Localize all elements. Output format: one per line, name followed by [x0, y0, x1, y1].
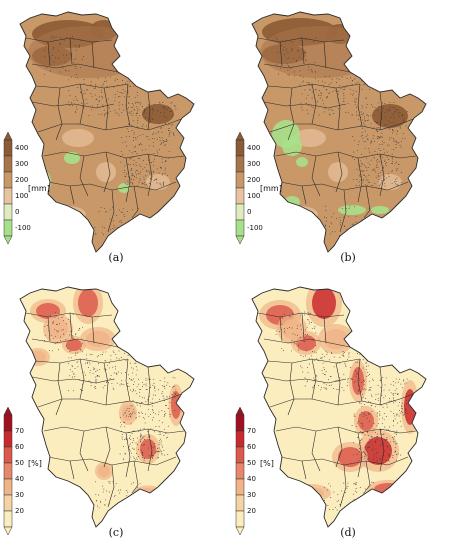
colorbar-tick-label: 100 [247, 192, 261, 200]
map-panel-d: (d) 70 60 50 40 30 20 [%] [232, 275, 464, 550]
panel-caption-c: (c) [108, 526, 124, 539]
colorbar-tick-label: 40 [247, 475, 256, 483]
colorbar-tick-label: 300 [247, 160, 261, 168]
colorbar-tick-label: 200 [247, 176, 261, 184]
map-fill [252, 12, 426, 252]
district-borders [257, 37, 417, 233]
colorbar-unit-label: [%] [28, 459, 42, 468]
colorbar-tick-label: 30 [247, 491, 256, 499]
district-borders [25, 312, 185, 508]
serbia-precipitation-map-a [3, 11, 195, 253]
colorbar-tick-label: 200 [15, 176, 29, 184]
map-panel-b: (b) 400 300 200 100 0 -100 [mm] [232, 0, 464, 275]
significance-stipple [43, 35, 177, 236]
colorbar-tick-label: 50 [247, 459, 256, 467]
colorbar-tick-label: 0 [247, 208, 252, 216]
colorbar [3, 131, 13, 245]
colorbar-tick-label: 40 [15, 475, 24, 483]
panel-caption-d: (d) [340, 526, 356, 539]
country-outline [19, 286, 195, 528]
map-fill [252, 287, 426, 527]
colorbar [235, 131, 245, 245]
colorbar-tick-label: 400 [247, 144, 261, 152]
panel-caption-b: (b) [340, 251, 356, 264]
colorbar-tick-label: 60 [247, 443, 256, 451]
country-outline [19, 11, 195, 253]
colorbar-tick-label: 400 [15, 144, 29, 152]
map-panel-c: (c) 70 60 50 40 30 20 [%] [0, 275, 232, 550]
colorbar-unit-label: [mm] [260, 184, 282, 193]
map-panel-a: (a) 400 300 200 100 0 -100 [mm] [0, 0, 232, 275]
district-borders [257, 312, 417, 508]
panel-caption-a: (a) [108, 251, 124, 264]
colorbar-unit-label: [mm] [28, 184, 50, 193]
country-outline [251, 11, 427, 253]
colorbar-tick-label: 300 [15, 160, 29, 168]
map-fill [20, 12, 194, 252]
serbia-percent-map-d [235, 286, 427, 536]
colorbar-tick-label: 20 [15, 507, 24, 515]
country-outline [251, 286, 427, 528]
colorbar-unit-label: [%] [260, 459, 274, 468]
colorbar-tick-label: 0 [15, 208, 20, 216]
colorbar-tick-label: 20 [247, 507, 256, 515]
colorbar-tick-label: 30 [15, 491, 24, 499]
serbia-precipitation-map-b [235, 11, 427, 253]
colorbar-tick-label: 70 [247, 427, 256, 435]
map-fill [20, 287, 194, 527]
colorbar [235, 406, 245, 536]
colorbar-tick-label: -100 [247, 224, 263, 232]
district-borders [25, 37, 185, 233]
colorbar-tick-label: 70 [15, 427, 24, 435]
colorbar-tick-label: 50 [15, 459, 24, 467]
colorbar-tick-label: -100 [15, 224, 31, 232]
colorbar [3, 406, 13, 536]
colorbar-tick-label: 60 [15, 443, 24, 451]
colorbar-tick-label: 100 [15, 192, 29, 200]
serbia-percent-map-c [3, 286, 195, 536]
